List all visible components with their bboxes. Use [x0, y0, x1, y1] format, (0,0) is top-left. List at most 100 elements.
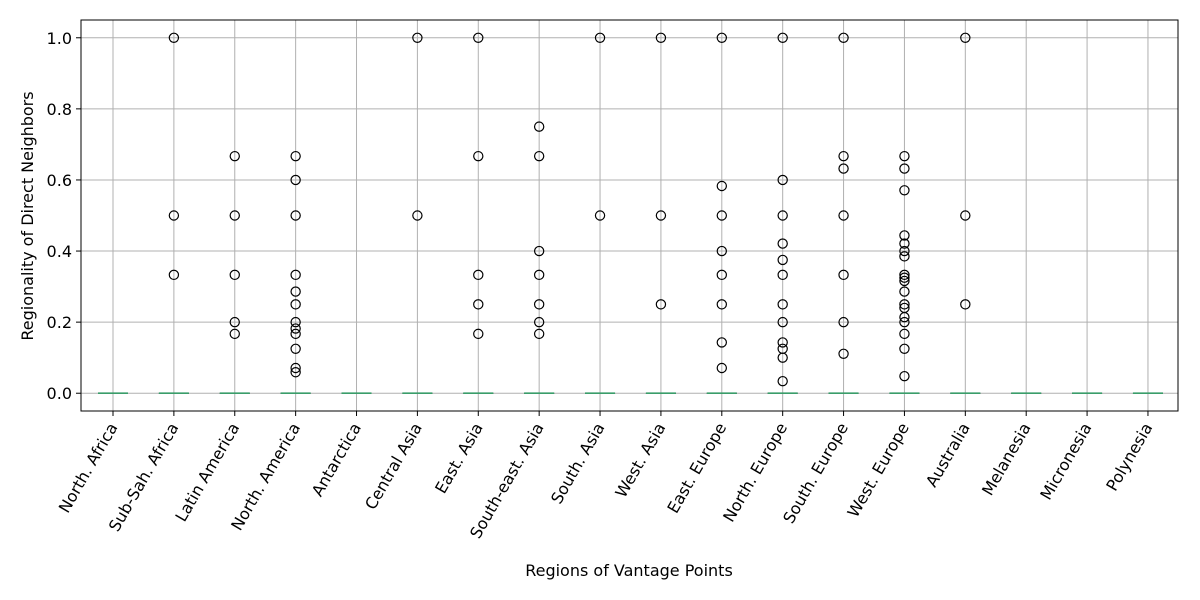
outlier-point — [838, 150, 849, 162]
outlier-point — [777, 337, 788, 348]
outlier-point — [533, 269, 545, 281]
plot-frame — [80, 19, 1179, 412]
outlier-point — [290, 323, 301, 334]
x-tick-label: Melanesia — [978, 420, 1035, 499]
y-tick-label: 0.2 — [47, 313, 72, 332]
y-axis-label: Regionality of Direct Neighbors — [18, 91, 37, 340]
outlier-point — [473, 299, 484, 310]
x-tick-label: Central Asia — [361, 420, 426, 513]
outlier-point — [899, 328, 910, 340]
outlier-point — [960, 32, 971, 43]
outlier-point — [777, 316, 788, 328]
outlier-point — [899, 299, 910, 310]
outlier-point — [899, 275, 910, 287]
outlier-point — [899, 245, 910, 257]
outlier-layer — [168, 32, 971, 387]
y-axis: 0.0 0.2 0.4 0.6 0.8 1.0 — [47, 29, 81, 403]
outlier-point — [838, 32, 849, 43]
outlier-point — [412, 32, 423, 43]
outlier-point — [290, 210, 301, 221]
outlier-point — [290, 343, 301, 354]
outlier-point — [899, 370, 910, 382]
outlier-point — [290, 299, 301, 310]
x-tick-label: Australia — [922, 420, 974, 491]
outlier-point — [899, 311, 910, 323]
outlier-point — [290, 174, 301, 186]
grid-layer — [81, 20, 1178, 411]
outlier-point — [168, 32, 180, 43]
x-tick-label: North. Africa — [55, 420, 122, 517]
outlier-point — [229, 328, 240, 340]
outlier-point — [533, 150, 545, 162]
outlier-point — [777, 299, 788, 310]
outlier-point — [899, 286, 910, 297]
outlier-point — [899, 150, 910, 162]
x-axis-label: Regions of Vantage Points — [525, 561, 733, 580]
outlier-point — [838, 269, 849, 281]
outlier-point — [290, 269, 301, 281]
outlier-point — [899, 272, 910, 283]
outlier-point — [533, 245, 545, 257]
outlier-point — [716, 210, 728, 221]
outlier-point — [716, 337, 728, 348]
outlier-point — [777, 174, 788, 186]
outlier-point — [777, 32, 788, 43]
outlier-point — [716, 299, 728, 310]
outlier-point — [777, 238, 788, 249]
outlier-point — [716, 269, 728, 281]
outlier-point — [899, 251, 910, 262]
x-tick-label: North. Europe — [719, 420, 791, 526]
outlier-point — [777, 269, 788, 281]
outlier-point — [777, 254, 788, 266]
outlier-point — [838, 316, 849, 328]
outlier-point — [838, 210, 849, 221]
y-tick-label: 0.8 — [47, 100, 72, 119]
y-tick-label: 0.6 — [47, 171, 72, 190]
outlier-point — [655, 299, 667, 310]
outlier-point — [899, 316, 910, 328]
outlier-point — [229, 150, 240, 162]
x-tick-label: Polynesia — [1102, 420, 1156, 495]
outlier-point — [716, 362, 728, 374]
outlier-point — [716, 32, 728, 43]
outlier-point — [899, 230, 910, 241]
x-tick-label: East. Europe — [663, 420, 730, 517]
outlier-point — [899, 269, 910, 281]
outlier-point — [412, 210, 423, 221]
outlier-point — [290, 328, 301, 340]
outlier-point — [655, 210, 667, 221]
x-tick-label: Antarctica — [308, 420, 365, 500]
outlier-point — [473, 269, 484, 281]
outlier-point — [290, 150, 301, 162]
outlier-point — [168, 269, 180, 281]
outlier-point — [473, 328, 484, 340]
y-tick-label: 0.4 — [47, 242, 72, 261]
outlier-point — [473, 150, 484, 162]
outlier-point — [594, 32, 606, 43]
outlier-point — [899, 185, 910, 196]
outlier-point — [533, 121, 545, 132]
outlier-point — [290, 362, 301, 374]
outlier-point — [229, 316, 240, 328]
outlier-point — [777, 375, 788, 387]
outlier-point — [716, 180, 728, 192]
outlier-point — [290, 316, 301, 328]
outlier-point — [290, 367, 301, 378]
outlier-point — [838, 163, 849, 174]
x-tick-label: West. Asia — [611, 420, 669, 501]
outlier-point — [777, 210, 788, 221]
outlier-point — [838, 348, 849, 359]
outlier-point — [899, 163, 910, 174]
x-tick-label: South. Asia — [547, 420, 609, 508]
x-tick-label: South. Europe — [779, 420, 852, 527]
outlier-point — [594, 210, 606, 221]
outlier-point — [899, 343, 910, 354]
y-tick-label: 1.0 — [47, 29, 72, 48]
outlier-point — [473, 32, 484, 43]
outlier-point — [229, 269, 240, 281]
x-tick-label: East. Asia — [431, 420, 487, 497]
outlier-point — [533, 299, 545, 310]
x-tick-label: Latin America — [171, 420, 243, 525]
